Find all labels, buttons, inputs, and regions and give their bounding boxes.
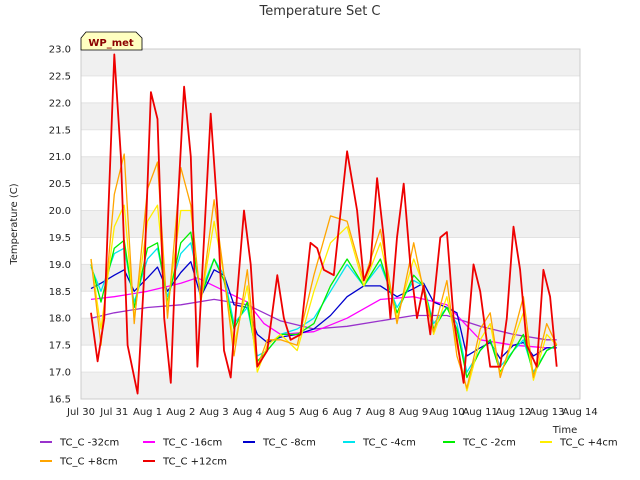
grid-bands [81, 49, 580, 399]
x-tick-label: Aug 8 [366, 407, 395, 418]
x-tick-label: Aug 2 [166, 407, 195, 418]
x-axis-label: Time [552, 425, 577, 436]
y-tick-label: 19.0 [49, 260, 71, 271]
y-tick-label: 16.5 [49, 395, 71, 406]
y-tick-label: 17.0 [49, 368, 71, 379]
y-tick-label: 17.5 [49, 341, 71, 352]
y-tick-label: 22.5 [49, 71, 71, 82]
x-tick-label: Aug 10 [429, 407, 464, 418]
plot-frame [80, 48, 581, 400]
grid-band [81, 372, 580, 399]
y-axis-label: Temperature (C) [9, 183, 20, 265]
annotation-badge-text: WP_met [88, 38, 134, 49]
legend-label: TC_C -16cm [162, 438, 222, 449]
x-tick-label: Aug 13 [529, 407, 564, 418]
y-tick-label: 20.5 [49, 179, 71, 190]
x-axis-ticks: Jul 30 Jul 31 Aug 1 Aug 2 Aug 3 Aug 4 Aug 5 Aug… [66, 407, 598, 418]
y-tick-label: 23.0 [49, 45, 71, 56]
x-tick-label: Aug 6 [299, 407, 328, 418]
grid-band [81, 102, 580, 130]
legend-label: TC_C +8cm [59, 457, 118, 468]
legend-label: TC_C -8cm [262, 438, 316, 449]
x-tick-label: Aug 4 [233, 407, 262, 418]
x-tick-label: Aug 14 [562, 407, 597, 418]
x-tick-label: Jul 31 [99, 407, 128, 418]
chart-title: Temperature Set C [258, 4, 380, 19]
y-axis-ticks: 16.5 17.0 17.5 18.0 18.5 19.0 19.5 20.0 20.5 21.0… [49, 45, 71, 406]
legend-label: TC_C -4cm [362, 438, 416, 449]
y-tick-label: 18.5 [49, 287, 71, 298]
y-tick-label: 18.0 [49, 314, 71, 325]
y-tick-label: 21.0 [49, 152, 71, 163]
grid-band [81, 210, 580, 238]
x-tick-label: Aug 1 [133, 407, 162, 418]
series-layer [90, 53, 558, 395]
legend-label: TC_C -2cm [462, 438, 516, 449]
x-tick-label: Jul 30 [66, 407, 95, 418]
grid-band [81, 156, 580, 184]
x-tick-label: Aug 11 [462, 407, 497, 418]
annotation-badge: WP_met [80, 31, 143, 51]
annotation-badge-box [80, 31, 143, 51]
y-tick-label: 21.5 [49, 125, 71, 136]
y-tick-label: 19.5 [49, 233, 71, 244]
x-tick-label: Aug 9 [399, 407, 428, 418]
series-line-tc-c-12cm [90, 53, 558, 395]
x-tick-label: Aug 5 [266, 407, 295, 418]
legend: TC_C -32cm TC_C -16cm TC_C -8cm TC_C -4cm TC… [40, 438, 618, 468]
x-tick-label: Aug 3 [200, 407, 229, 418]
legend-label: TC_C +12cm [162, 457, 227, 468]
x-tick-label: Aug 7 [333, 407, 362, 418]
y-tick-label: 20.0 [49, 206, 71, 217]
legend-label: TC_C -32cm [59, 438, 119, 449]
grid-band [81, 49, 580, 76]
x-tick-label: Aug 12 [496, 407, 531, 418]
y-tick-label: 22.0 [49, 98, 71, 109]
legend-label: TC_C +4cm [559, 438, 618, 449]
